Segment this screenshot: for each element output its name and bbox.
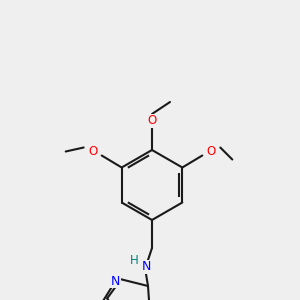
Text: N: N bbox=[141, 260, 151, 274]
Text: O: O bbox=[147, 115, 157, 128]
Text: N: N bbox=[110, 275, 120, 288]
Text: O: O bbox=[88, 145, 97, 158]
Text: H: H bbox=[130, 254, 138, 268]
Text: O: O bbox=[207, 145, 216, 158]
